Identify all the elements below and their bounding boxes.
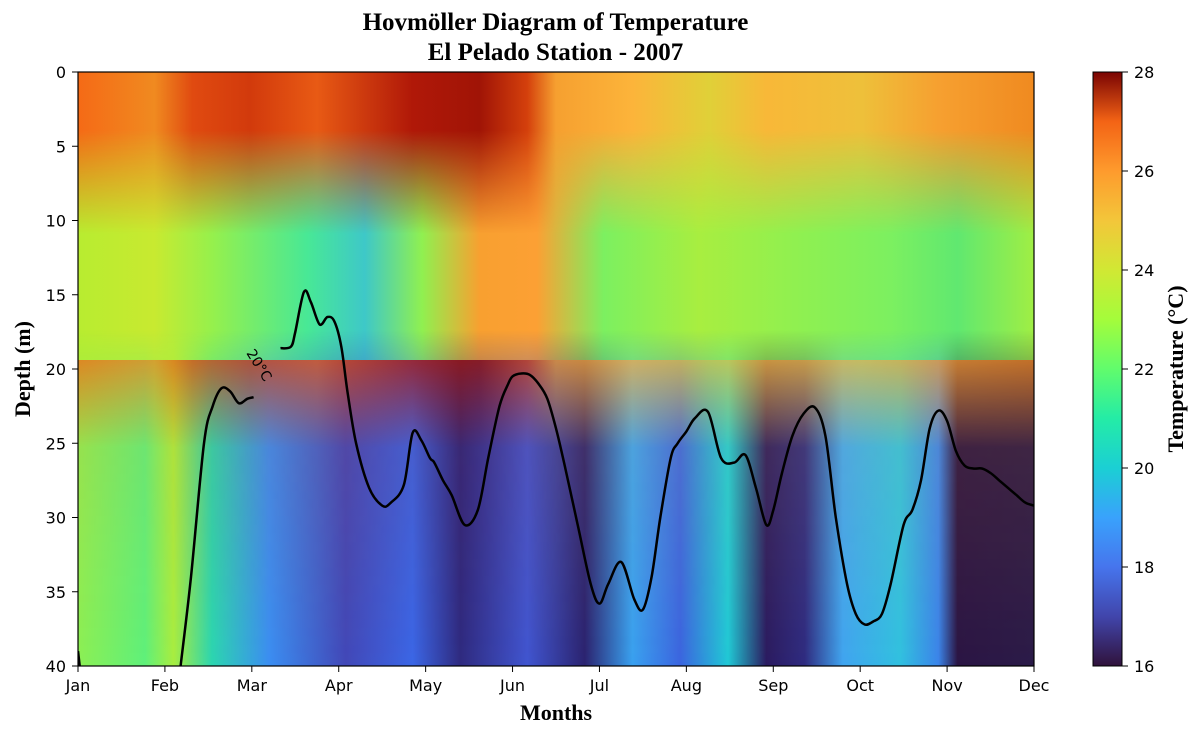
y-tick-label: 35 (46, 583, 66, 602)
y-axis-label: Depth (m) (10, 321, 35, 417)
y-tick-label: 30 (46, 509, 66, 528)
x-tick-label: Sep (758, 676, 788, 695)
x-tick-label: Nov (931, 676, 962, 695)
x-tick-label: May (409, 676, 442, 695)
x-tick-label: Jan (65, 676, 91, 695)
x-tick-label: Dec (1019, 676, 1050, 695)
y-tick-label: 5 (56, 137, 66, 156)
y-axis: 0 5 10 15 20 25 30 35 40 (46, 63, 78, 676)
x-tick-label: Jun (499, 676, 525, 695)
y-tick-label: 10 (46, 212, 66, 231)
x-tick-label: Oct (846, 676, 874, 695)
colorbar-tick-label: 20 (1134, 459, 1154, 478)
y-tick-label: 20 (46, 360, 66, 379)
colorbar-ticks: 16 18 20 22 24 26 28 (1122, 63, 1154, 676)
y-tick-label: 15 (46, 286, 66, 305)
colorbar-tick-label: 26 (1134, 162, 1154, 181)
colorbar-tick-label: 16 (1134, 657, 1154, 676)
chart-title: Hovmöller Diagram of Temperature (362, 9, 749, 36)
temperature-heatmap (78, 72, 1034, 666)
chart-subtitle: El Pelado Station - 2007 (427, 39, 684, 66)
heatmap-lower-layer (78, 330, 1034, 666)
x-tick-label: Aug (671, 676, 702, 695)
colorbar-tick-label: 28 (1134, 63, 1154, 82)
y-tick-label: 25 (46, 434, 66, 453)
contour-line-20c (179, 386, 254, 666)
colorbar: 16 18 20 22 24 26 28 (1092, 63, 1154, 676)
x-tick-label: Apr (325, 676, 353, 695)
x-tick-label: Feb (151, 676, 179, 695)
colorbar-tick-label: 24 (1134, 261, 1154, 280)
x-tick-label: Jul (589, 676, 609, 695)
colorbar-tick-label: 18 (1134, 558, 1154, 577)
y-tick-label: 40 (46, 657, 66, 676)
contour-line-20c (280, 289, 1034, 626)
colorbar-gradient (1092, 71, 1123, 667)
x-tick-label: Mar (237, 676, 268, 695)
x-axis: Jan Feb Mar Apr May Jun Jul Aug Sep Oct Nov Dec (65, 666, 1050, 695)
x-axis-label: Months (520, 700, 593, 725)
colorbar-label: Temperature (°C) (1163, 285, 1188, 452)
y-tick-label: 0 (56, 63, 66, 82)
colorbar-tick-label: 22 (1134, 360, 1154, 379)
